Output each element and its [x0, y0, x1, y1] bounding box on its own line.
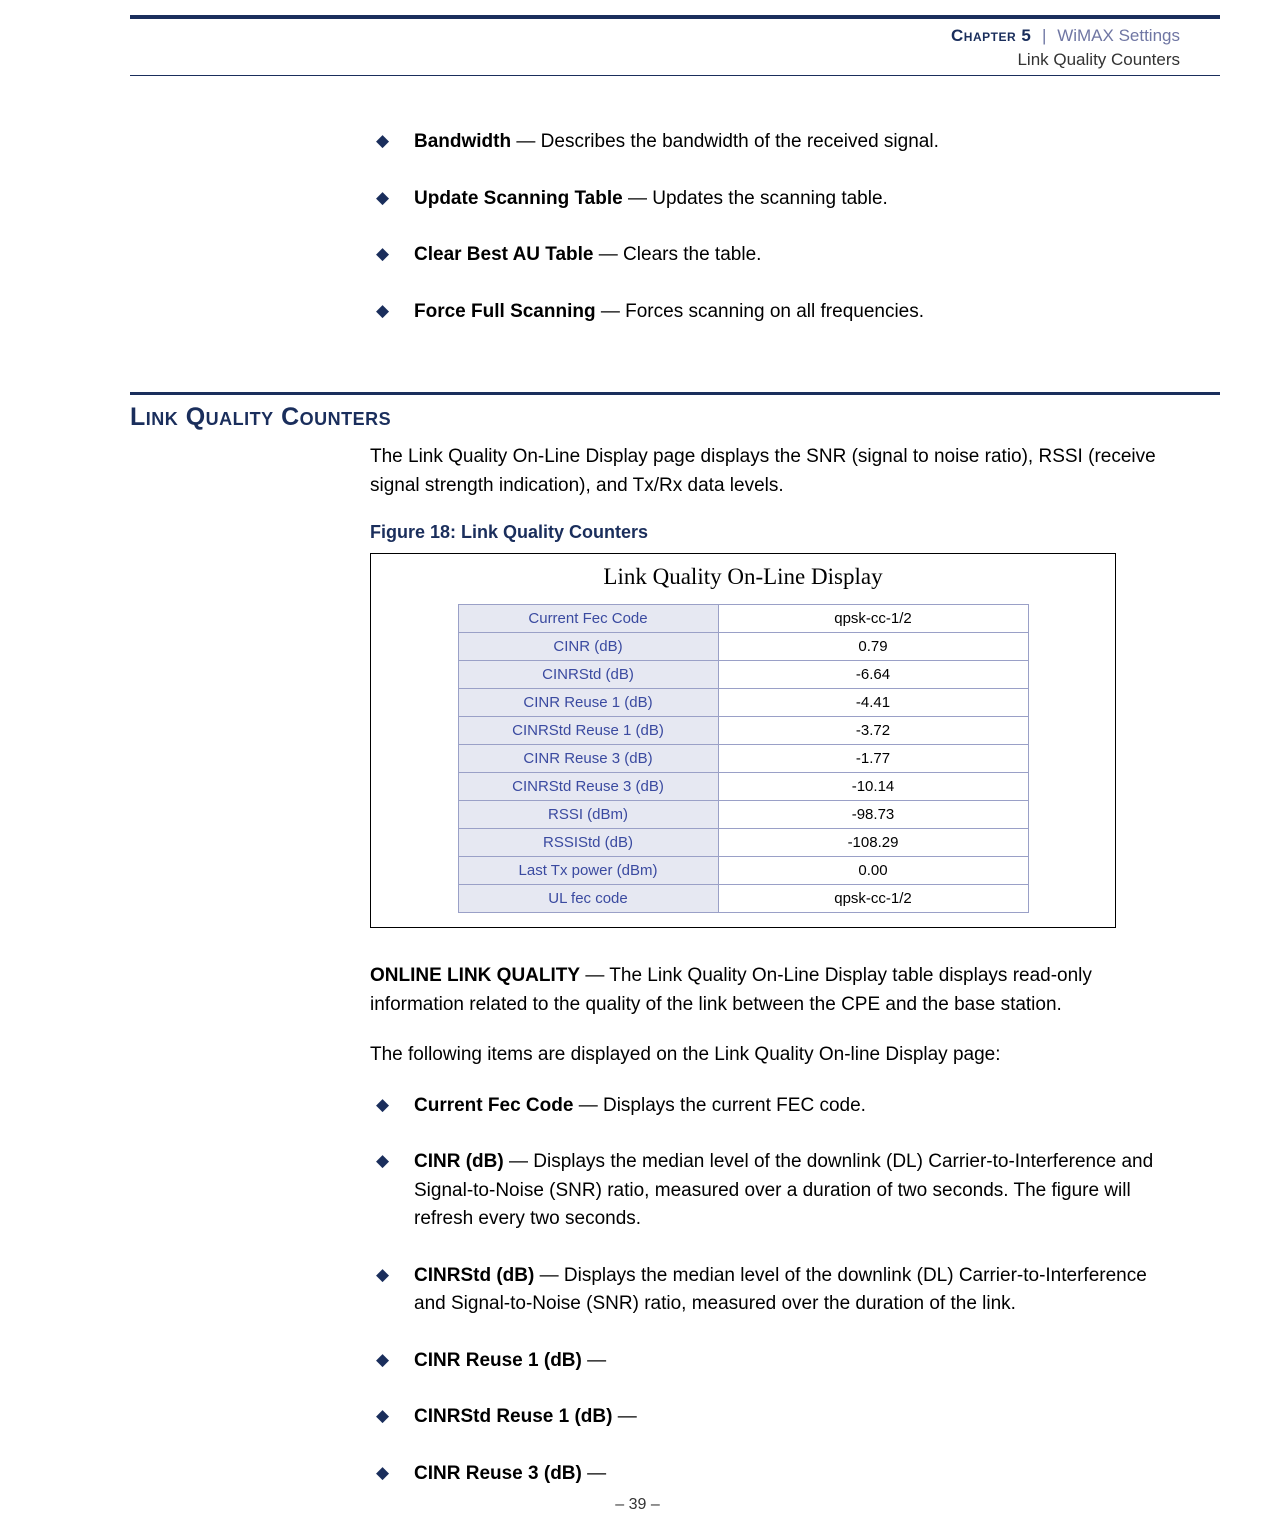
figure-panel-title: Link Quality On-Line Display [371, 554, 1115, 604]
list-item: Force Full Scanning — Forces scanning on… [370, 298, 1180, 327]
bullet-term: CINR (dB) [414, 1151, 504, 1172]
header-subsection: Link Quality Counters [951, 48, 1180, 72]
row-value: 0.79 [718, 633, 1028, 661]
list-item: CINRStd Reuse 1 (dB) — [370, 1403, 1180, 1432]
section-rule [130, 392, 1220, 395]
intro-bullets-block: Bandwidth — Describes the bandwidth of t… [370, 128, 1180, 354]
bullet-term: CINR Reuse 3 (dB) [414, 1463, 582, 1484]
row-label: CINRStd Reuse 3 (dB) [458, 773, 718, 801]
section-body: The Link Quality On-Line Display page di… [370, 443, 1180, 1516]
row-label: UL fec code [458, 885, 718, 913]
bullet-term: Bandwidth [414, 131, 511, 152]
row-value: qpsk-cc-1/2 [718, 885, 1028, 913]
row-label: CINR (dB) [458, 633, 718, 661]
row-label: CINR Reuse 1 (dB) [458, 689, 718, 717]
list-item: Update Scanning Table — Updates the scan… [370, 185, 1180, 214]
bullet-desc: — [582, 1350, 606, 1371]
figure-caption: Figure 18: Link Quality Counters [370, 522, 1180, 543]
row-label: CINRStd (dB) [458, 661, 718, 689]
table-row: RSSIStd (dB)-108.29 [458, 829, 1028, 857]
table-row: CINR Reuse 3 (dB)-1.77 [458, 745, 1028, 773]
row-value: qpsk-cc-1/2 [718, 605, 1028, 633]
table-row: CINR Reuse 1 (dB)-4.41 [458, 689, 1028, 717]
row-value: -3.72 [718, 717, 1028, 745]
row-value: -6.64 [718, 661, 1028, 689]
bullet-term: Update Scanning Table [414, 188, 623, 209]
header-rule-thick [130, 15, 1220, 19]
bullet-desc: — Clears the table. [594, 244, 762, 265]
bullet-desc: — [612, 1406, 636, 1427]
row-label: CINR Reuse 3 (dB) [458, 745, 718, 773]
list-item: CINR (dB) — Displays the median level of… [370, 1148, 1180, 1234]
table-row: UL fec codeqpsk-cc-1/2 [458, 885, 1028, 913]
table-row: Current Fec Codeqpsk-cc-1/2 [458, 605, 1028, 633]
header-rule-thin [130, 75, 1220, 76]
link-quality-table: Current Fec Codeqpsk-cc-1/2 CINR (dB)0.7… [458, 604, 1029, 913]
row-label: Last Tx power (dBm) [458, 857, 718, 885]
figure-panel: Link Quality On-Line Display Current Fec… [370, 553, 1116, 928]
intro-bullet-list: Bandwidth — Describes the bandwidth of t… [370, 128, 1180, 326]
table-row: RSSI (dBm)-98.73 [458, 801, 1028, 829]
bullet-desc: — Describes the bandwidth of the receive… [511, 131, 939, 152]
bullet-term: CINR Reuse 1 (dB) [414, 1350, 582, 1371]
bullet-term: Current Fec Code [414, 1095, 573, 1116]
bullet-desc: — Displays the median level of the downl… [414, 1151, 1153, 1229]
row-label: RSSIStd (dB) [458, 829, 718, 857]
header-separator: | [1036, 26, 1052, 45]
list-item: CINR Reuse 1 (dB) — [370, 1347, 1180, 1376]
page: Chapter 5 | WiMAX Settings Link Quality … [0, 0, 1275, 1532]
online-lq-lead: ONLINE LINK QUALITY — The Link Quality O… [370, 962, 1180, 1019]
row-value: 0.00 [718, 857, 1028, 885]
row-value: -10.14 [718, 773, 1028, 801]
table-row: CINRStd Reuse 3 (dB)-10.14 [458, 773, 1028, 801]
table-row: Last Tx power (dBm)0.00 [458, 857, 1028, 885]
row-label: RSSI (dBm) [458, 801, 718, 829]
list-item: Clear Best AU Table — Clears the table. [370, 241, 1180, 270]
bullet-desc: — [582, 1463, 606, 1484]
list-item: Bandwidth — Describes the bandwidth of t… [370, 128, 1180, 157]
bullet-term: Clear Best AU Table [414, 244, 594, 265]
bullet-desc: — Displays the current FEC code. [573, 1095, 866, 1116]
row-label: CINRStd Reuse 1 (dB) [458, 717, 718, 745]
online-lq-bullet-list: Current Fec Code — Displays the current … [370, 1092, 1180, 1489]
bullet-term: CINRStd (dB) [414, 1265, 534, 1286]
page-number: – 39 – [0, 1496, 1275, 1514]
link-quality-table-body: Current Fec Codeqpsk-cc-1/2 CINR (dB)0.7… [458, 605, 1028, 913]
row-value: -4.41 [718, 689, 1028, 717]
bullet-term: Force Full Scanning [414, 301, 596, 322]
section-intro: The Link Quality On-Line Display page di… [370, 443, 1180, 500]
page-header: Chapter 5 | WiMAX Settings Link Quality … [951, 24, 1180, 72]
bullet-desc: — Forces scanning on all frequencies. [596, 301, 924, 322]
online-lq-term: ONLINE LINK QUALITY [370, 965, 580, 986]
list-item: Current Fec Code — Displays the current … [370, 1092, 1180, 1121]
table-row: CINR (dB)0.79 [458, 633, 1028, 661]
row-label: Current Fec Code [458, 605, 718, 633]
bullet-desc: — Updates the scanning table. [623, 188, 888, 209]
table-row: CINRStd Reuse 1 (dB)-3.72 [458, 717, 1028, 745]
row-value: -98.73 [718, 801, 1028, 829]
chapter-label: Chapter 5 [951, 26, 1031, 45]
list-item: CINR Reuse 3 (dB) — [370, 1460, 1180, 1489]
section-heading: Link Quality Counters [130, 403, 391, 432]
chapter-title: WiMAX Settings [1057, 26, 1180, 45]
row-value: -1.77 [718, 745, 1028, 773]
list-item: CINRStd (dB) — Displays the median level… [370, 1262, 1180, 1319]
bullet-term: CINRStd Reuse 1 (dB) [414, 1406, 612, 1427]
row-value: -108.29 [718, 829, 1028, 857]
table-row: CINRStd (dB)-6.64 [458, 661, 1028, 689]
online-lq-follow: The following items are displayed on the… [370, 1041, 1180, 1070]
